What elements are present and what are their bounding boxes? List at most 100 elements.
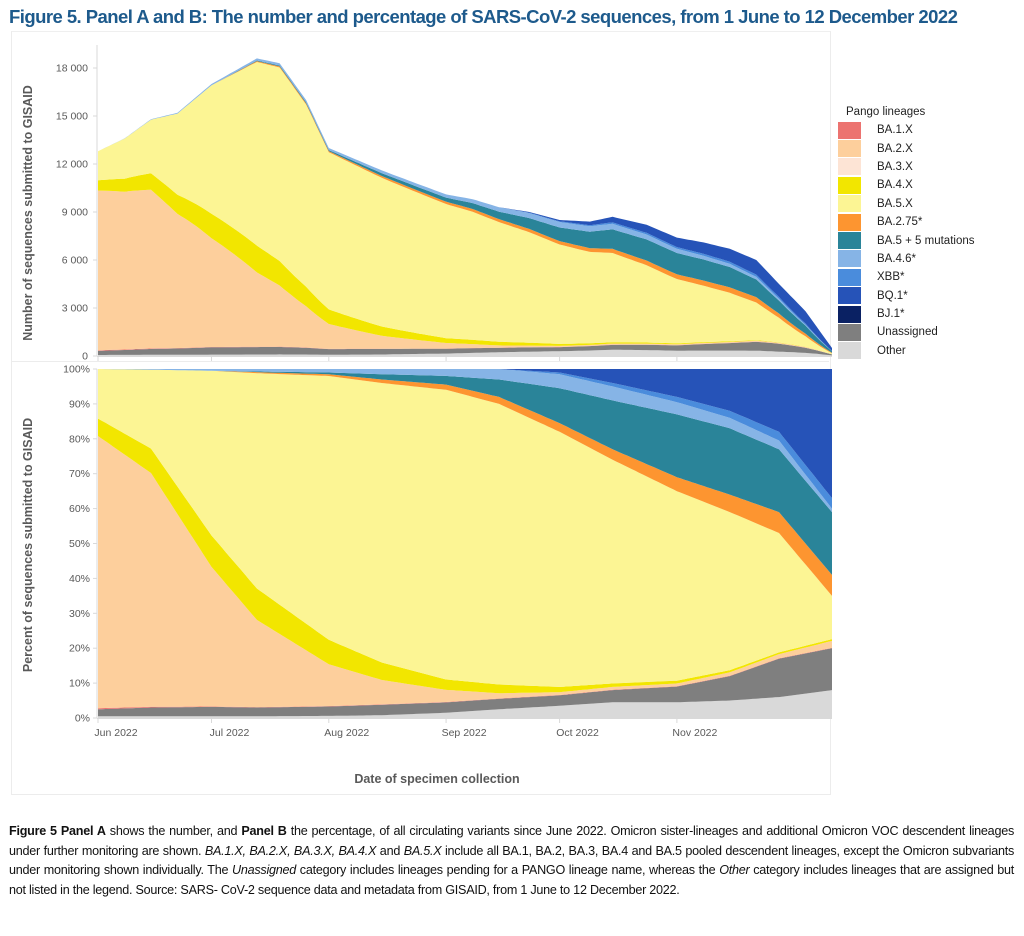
area-ba-2-x-panel-b	[98, 436, 832, 709]
panel-b-y-tick-label: 50%	[69, 538, 90, 550]
legend-label: BA.2.75*	[877, 216, 923, 229]
legend-swatch	[838, 342, 861, 360]
legend-title: Pango lineages	[846, 106, 926, 118]
caption-text: category includes lineages pending for a…	[296, 863, 720, 878]
area-ba-2-x-panel-a	[98, 189, 832, 355]
legend-item: BA.2.75*	[838, 213, 975, 231]
legend-item: Unassigned	[838, 323, 975, 341]
legend-label: BQ.1*	[877, 289, 908, 302]
caption-text: shows the number, and	[105, 824, 242, 838]
area-ba-5-5-mutations-panel-a	[98, 60, 832, 353]
panel-b-y-tick-label: 20%	[69, 643, 90, 655]
legend-swatch	[838, 323, 861, 341]
legend-swatch	[838, 268, 861, 286]
legend-label: BA.3.X	[877, 160, 913, 173]
x-tick-label: Sep 2022	[442, 727, 487, 739]
caption-italic: BA.5.X	[403, 843, 442, 858]
panel-a-y-tick-label: 12 000	[56, 159, 88, 171]
legend-swatch	[838, 140, 861, 158]
caption-text: include all BA.1, BA.2, BA.3, BA.4 and B…	[9, 843, 1014, 878]
x-tick-label: Aug 2022	[324, 727, 369, 739]
legend-item: BA.4.6*	[838, 250, 975, 268]
area-ba-2-75-panel-b	[98, 369, 832, 596]
area-unassigned-panel-b	[98, 648, 832, 717]
legend-swatch	[838, 287, 861, 305]
panel-a-y-tick-label: 9 000	[62, 207, 88, 219]
panel-b-y-tick-label: 60%	[69, 503, 90, 515]
area-ba-5-x-panel-b	[98, 369, 832, 687]
caption-italic: BA.1.X, BA.2.X, BA.3.X, BA.4.X	[204, 843, 377, 858]
legend-swatch	[838, 195, 861, 213]
legend-item: BA.3.X	[838, 158, 975, 176]
caption-italic: Unassigned	[232, 863, 297, 878]
legend-label: BA.4.X	[877, 179, 913, 192]
legend-item: BA.4.X	[838, 176, 975, 194]
legend-label: BA.4.6*	[877, 252, 916, 265]
legend: Pango lineages BA.1.X BA.2.X BA.3.X BA.4.X B…	[838, 106, 975, 360]
area-ba-4-x-panel-b	[98, 418, 832, 694]
caption-text: category includes lineages that are assi…	[9, 863, 1014, 897]
legend-label: BJ.1*	[877, 308, 905, 321]
legend-swatch	[838, 158, 861, 176]
area-other-panel-b	[98, 690, 832, 718]
panel-b-y-axis-title: Percent of sequences submitted to GISAID	[21, 418, 35, 672]
legend-item: BA.2.X	[838, 139, 975, 158]
panel-b-y-tick-label: 70%	[69, 468, 90, 480]
panel-a: 0 3 000 6 000 9 000 12 000 15 000 18 000	[12, 45, 832, 363]
x-tick-label: Nov 2022	[672, 727, 717, 739]
legend-swatch	[838, 232, 861, 250]
x-tick-label: Jul 2022	[210, 727, 250, 739]
figure-title: Figure 5. Panel A and B: The number and …	[9, 6, 958, 27]
panel-a-y-axis-title: Number of sequences submitted to GISAID	[21, 85, 35, 341]
panel-b: 0% 10% 20% 30% 40% 50% 60% 70% 80% 90% 100% Jun 202…	[63, 364, 832, 739]
x-tick-label: Jun 2022	[94, 727, 137, 739]
figure-caption: Figure 5 Panel A shows the number, and P…	[9, 822, 1014, 900]
legend-swatch	[838, 121, 861, 139]
legend-label: Other	[877, 344, 906, 357]
panel-b-y-tick-label: 0%	[75, 713, 90, 725]
area-ba-4-6-panel-b	[98, 369, 832, 513]
caption-text: and	[376, 843, 404, 858]
legend-label: Unassigned	[877, 326, 938, 339]
panel-b-y-tick-label: 40%	[69, 573, 90, 585]
legend-label: BA.1.X	[877, 124, 913, 137]
panel-b-y-tick-label: 30%	[69, 608, 90, 620]
legend-label: BA.2.X	[877, 142, 913, 155]
legend-label: BA.5 + 5 mutations	[877, 234, 975, 247]
caption-bold-panel-b: Panel B	[241, 824, 287, 838]
legend-label: BA.5.X	[877, 197, 913, 210]
panel-b-y-tick-label: 80%	[69, 433, 90, 445]
area-ba-5-x-panel-a	[98, 62, 832, 355]
caption-bold-panel-a: Figure 5 Panel A	[9, 824, 106, 838]
panel-b-y-tick-label: 10%	[69, 678, 90, 690]
area-unassigned-panel-a	[98, 341, 832, 356]
legend-item: BJ.1*	[838, 305, 975, 323]
legend-item: BA.1.X	[838, 121, 975, 139]
panel-a-y-tick-label: 0	[82, 351, 88, 363]
area-bq-1-panel-b	[98, 369, 832, 499]
legend-item: BA.5.X	[838, 195, 975, 213]
legend-item: XBB*	[838, 268, 975, 286]
panel-a-y-tick-label: 18 000	[56, 63, 88, 75]
caption-text: the percentage, of all circulating varia…	[9, 824, 1014, 858]
area-ba-2-75-panel-a	[98, 61, 832, 354]
legend-item: BQ.1*	[838, 287, 975, 305]
legend-swatch	[838, 176, 861, 194]
legend-item: Other	[838, 342, 975, 360]
area-other-panel-a	[98, 349, 832, 356]
panel-b-y-tick-label: 90%	[69, 398, 90, 410]
panel-a-y-tick-label: 3 000	[62, 303, 88, 315]
legend-swatch	[838, 305, 861, 323]
legend-swatch	[838, 213, 861, 231]
stacked-area-charts: 0 3 000 6 000 9 000 12 000 15 000 18 000 0% 10%…	[12, 45, 832, 786]
panel-a-y-tick-label: 15 000	[56, 111, 88, 123]
x-axis-title: Date of specimen collection	[354, 772, 519, 786]
area-ba-4-x-panel-a	[98, 173, 832, 355]
x-tick-label: Oct 2022	[556, 727, 599, 739]
legend-label: XBB*	[877, 271, 905, 284]
panel-a-y-tick-label: 6 000	[62, 255, 88, 267]
panel-b-y-tick-label: 100%	[63, 364, 90, 376]
legend-item: BA.5 + 5 mutations	[838, 231, 975, 250]
legend-swatch	[838, 250, 861, 268]
caption-italic: Other	[719, 863, 750, 878]
